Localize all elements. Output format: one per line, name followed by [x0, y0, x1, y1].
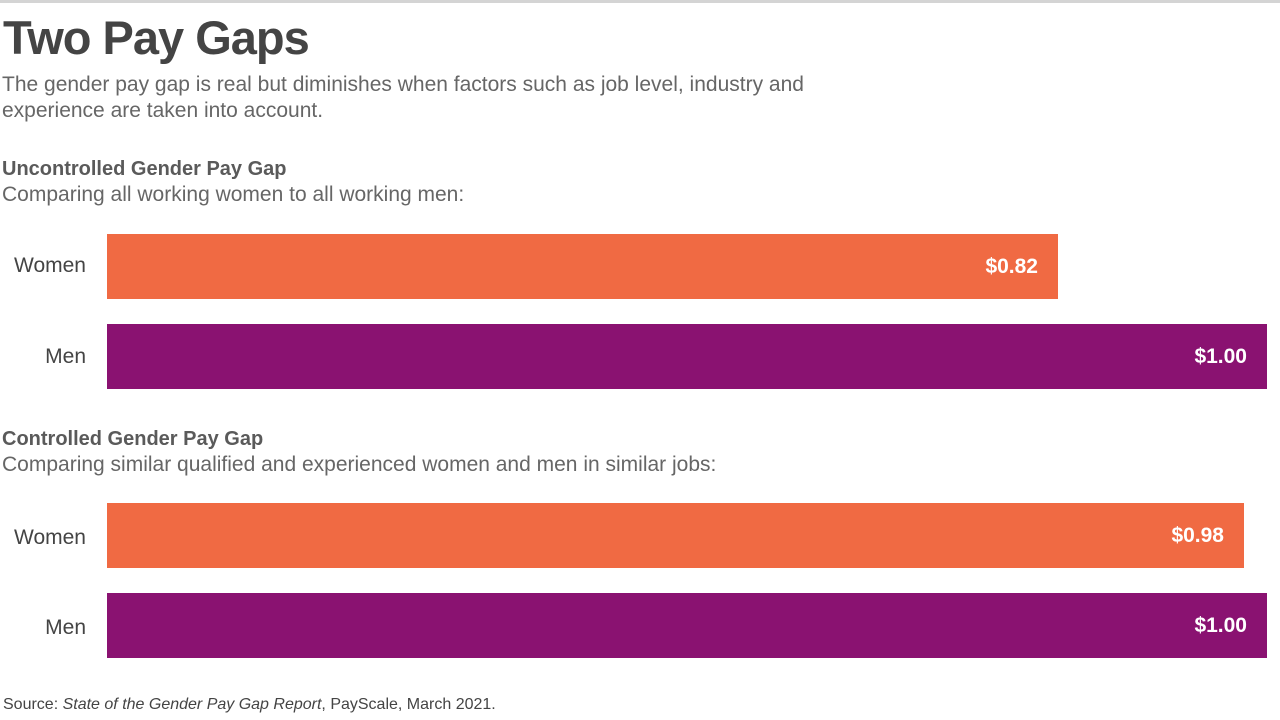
source-report: State of the Gender Pay Gap Report — [62, 696, 322, 713]
chart1-label-women: Women — [14, 254, 86, 277]
source-note: Source: State of the Gender Pay Gap Repo… — [3, 694, 496, 716]
chart2-bar-men: $1.00 — [107, 593, 1267, 658]
chart2-subtitle: Comparing similar qualified and experien… — [2, 453, 717, 476]
chart1-bar-women: $0.82 — [107, 234, 1058, 299]
source-prefix: Source: — [3, 696, 63, 713]
top-rule — [0, 0, 1280, 3]
chart2-title: Controlled Gender Pay Gap — [2, 428, 264, 450]
chart2-bar-women: $0.98 — [107, 503, 1244, 568]
chart2-label-men: Men — [45, 616, 86, 639]
chart1-label-men: Men — [45, 345, 86, 368]
chart1-subtitle: Comparing all working women to all worki… — [2, 183, 465, 206]
chart2-label-women: Women — [14, 526, 86, 549]
source-suffix: , PayScale, March 2021. — [321, 696, 496, 713]
chart1-title: Uncontrolled Gender Pay Gap — [2, 158, 287, 180]
chart2-value-men: $1.00 — [1194, 614, 1247, 637]
chart2-value-women: $0.98 — [1171, 524, 1224, 547]
chart1-value-women: $0.82 — [985, 255, 1038, 278]
chart1-value-men: $1.00 — [1194, 345, 1247, 368]
page-title: Two Pay Gaps — [3, 11, 310, 64]
page-subtitle: The gender pay gap is real but diminishe… — [2, 73, 804, 122]
chart1-bar-men: $1.00 — [107, 324, 1267, 389]
